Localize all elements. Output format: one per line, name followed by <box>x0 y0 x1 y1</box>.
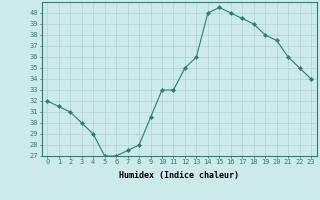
X-axis label: Humidex (Indice chaleur): Humidex (Indice chaleur) <box>119 171 239 180</box>
